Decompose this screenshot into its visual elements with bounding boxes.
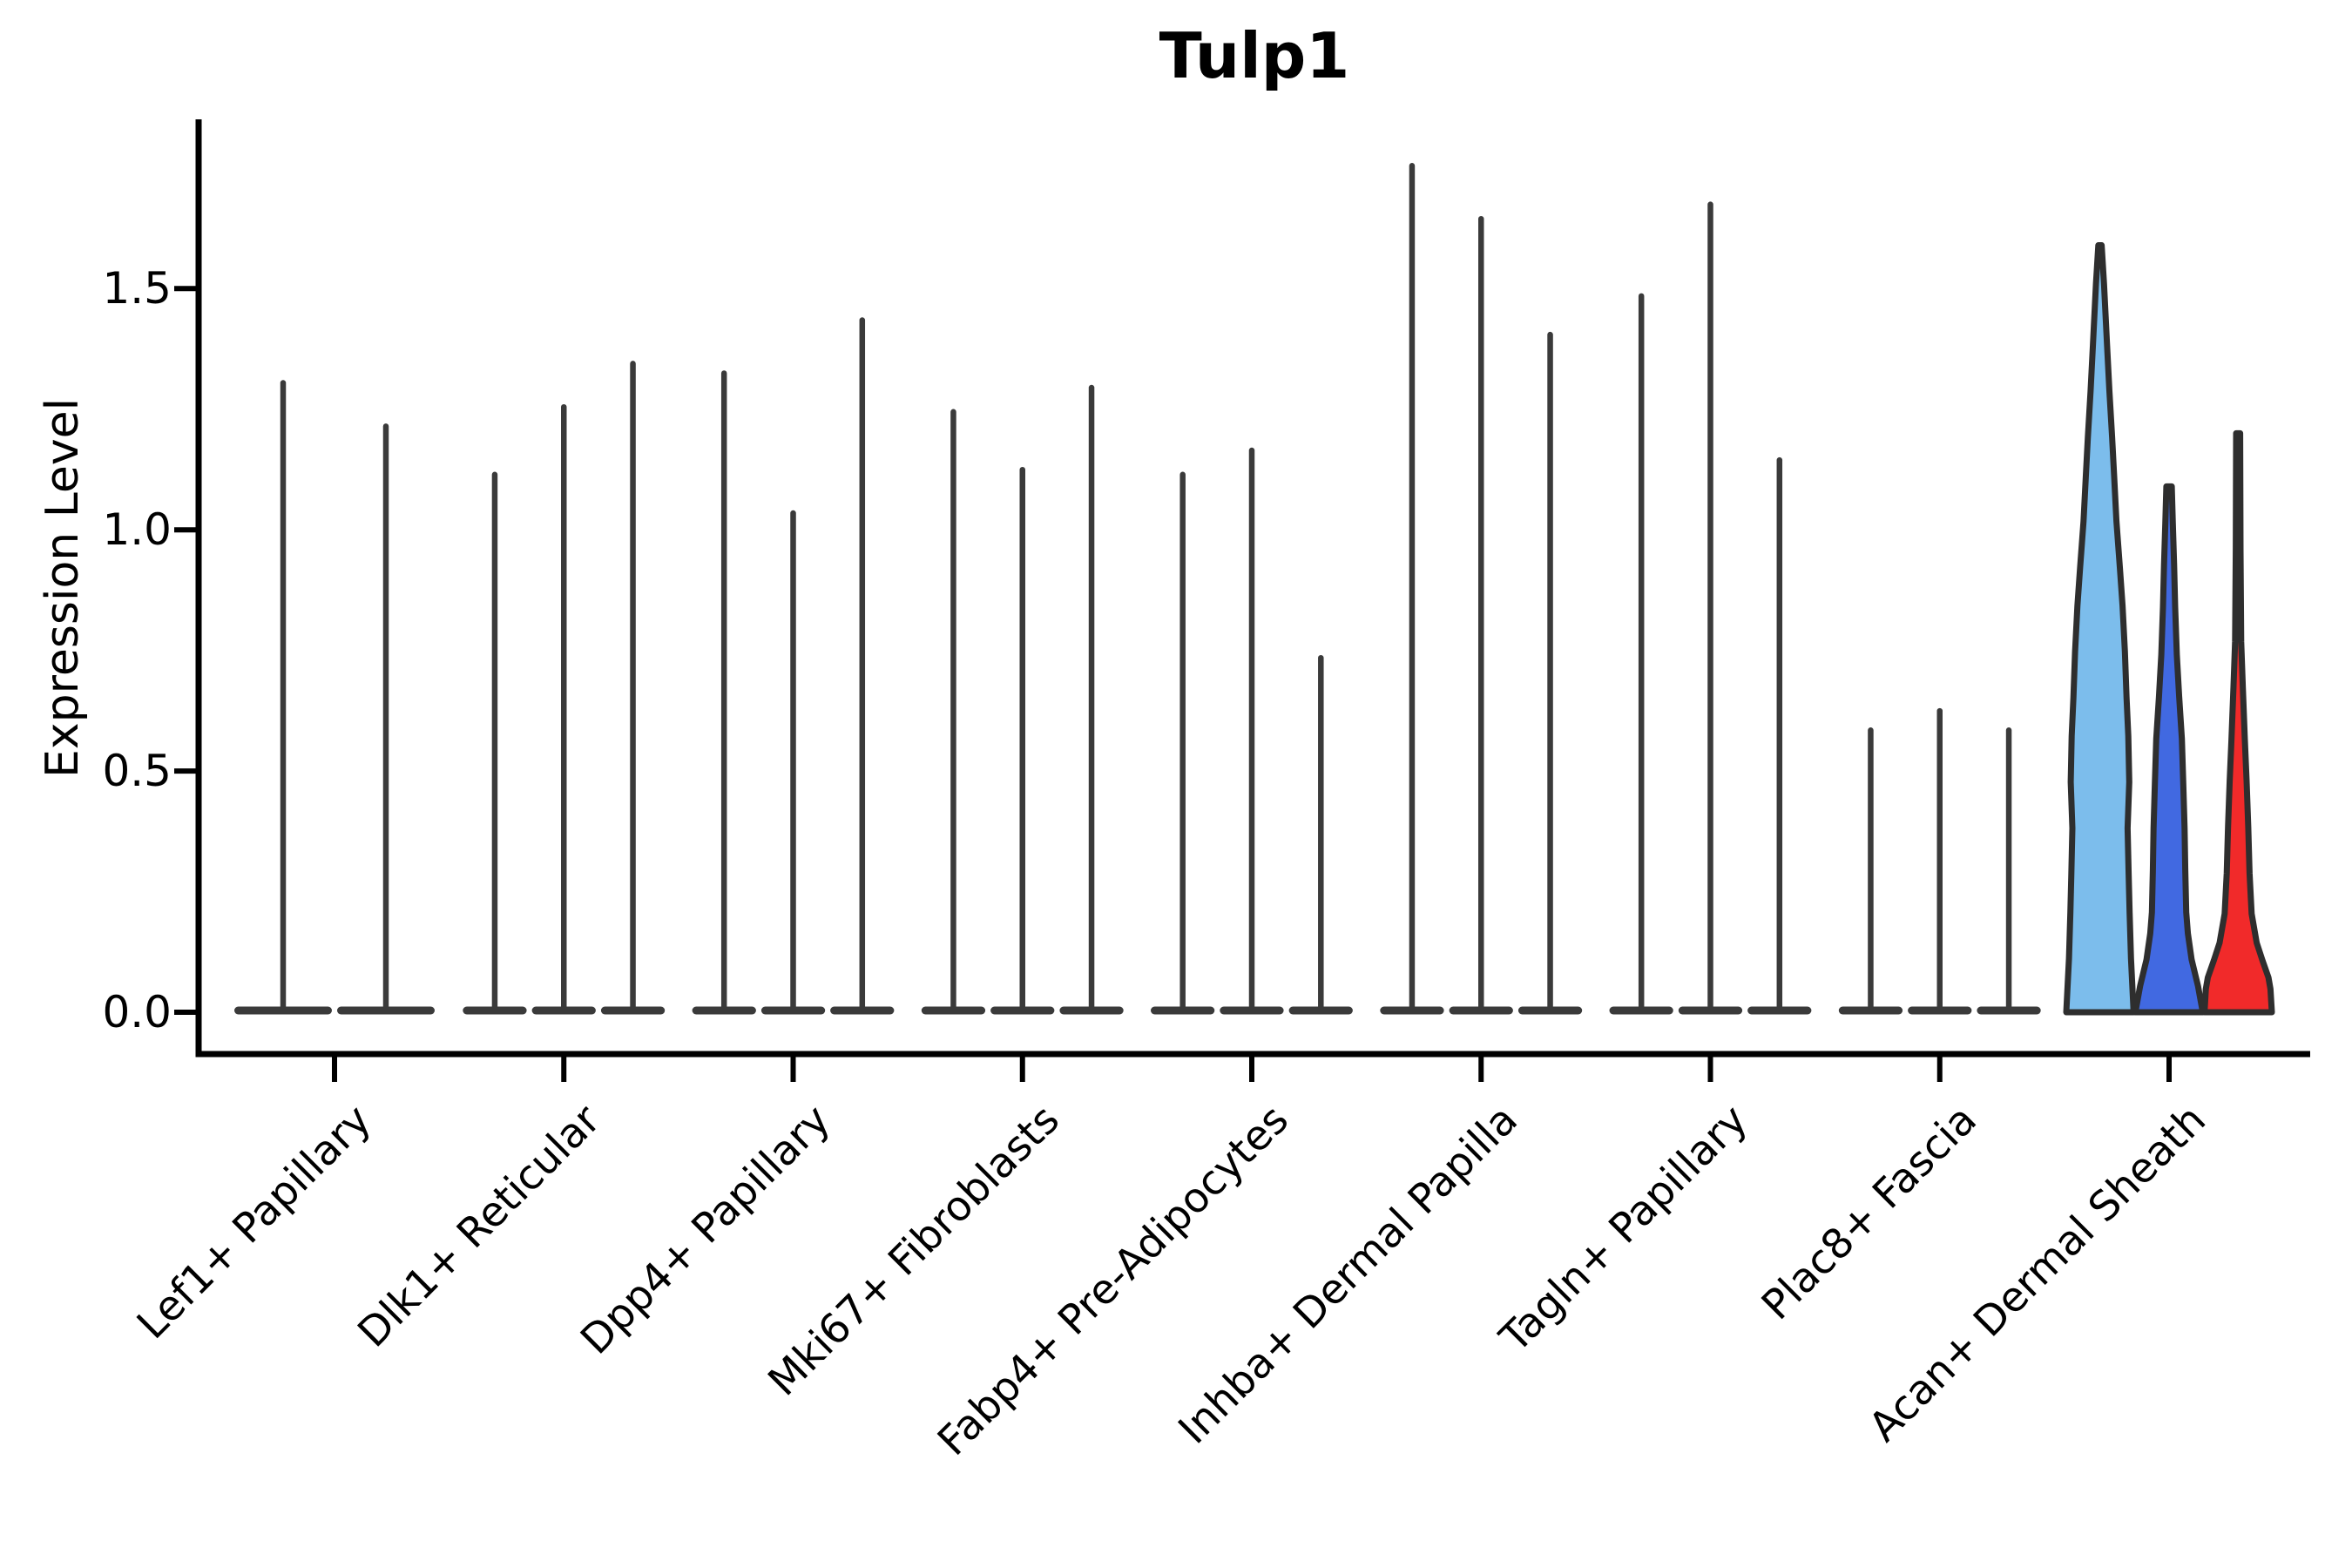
- y-tick-label: 1.5: [102, 263, 172, 314]
- y-tick-label: 0.5: [102, 746, 172, 797]
- violin-filled: [2201, 429, 2275, 1016]
- y-tick-label: 0.0: [102, 987, 172, 1037]
- y-tick-label: 1.0: [102, 504, 172, 556]
- violin-filled: [2132, 483, 2207, 1016]
- y-axis-label: Expression Level: [37, 397, 89, 779]
- chart-title: Tulp1: [1159, 19, 1350, 92]
- violin-filled: [2063, 242, 2137, 1016]
